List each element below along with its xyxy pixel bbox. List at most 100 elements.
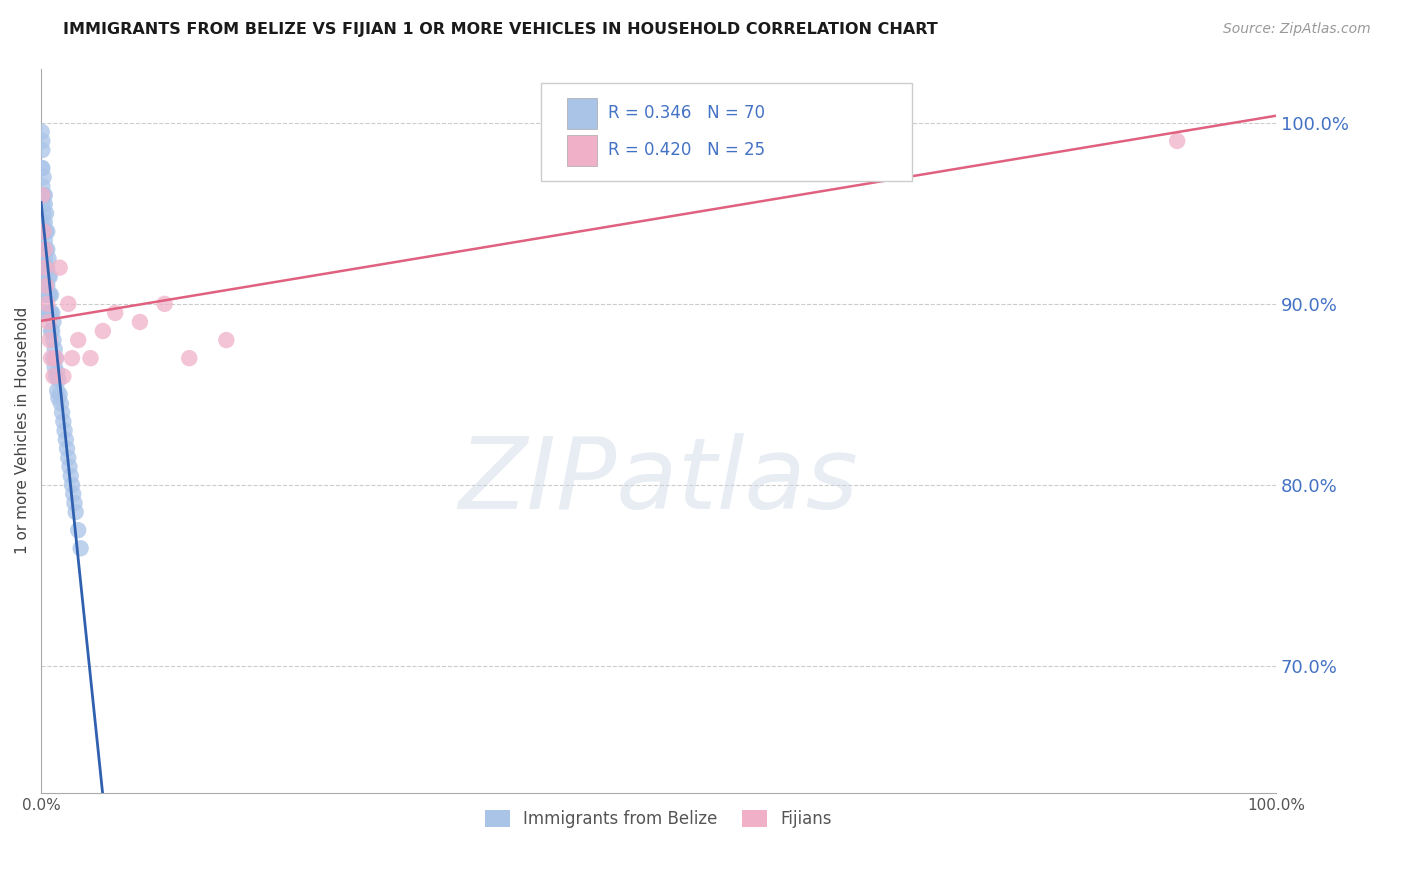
Point xyxy=(46,384,69,398)
Point xyxy=(59,468,82,483)
Point xyxy=(35,206,58,220)
Point xyxy=(35,260,58,275)
Point xyxy=(38,269,60,284)
Point xyxy=(31,188,53,202)
Point xyxy=(34,288,56,302)
Point xyxy=(79,351,101,366)
FancyBboxPatch shape xyxy=(567,136,596,166)
Point xyxy=(34,234,56,248)
Point xyxy=(34,215,56,229)
Point xyxy=(129,315,152,329)
Point xyxy=(42,333,65,347)
Point xyxy=(39,306,62,320)
Y-axis label: 1 or more Vehicles in Household: 1 or more Vehicles in Household xyxy=(15,307,30,554)
Point xyxy=(65,505,87,519)
Point xyxy=(832,134,855,148)
Point xyxy=(32,243,55,257)
Point xyxy=(63,496,86,510)
Point xyxy=(44,360,66,375)
Point xyxy=(153,297,176,311)
Point xyxy=(91,324,114,338)
Point xyxy=(52,369,75,384)
Point xyxy=(34,243,56,257)
Point xyxy=(41,306,63,320)
Point xyxy=(49,396,72,410)
Point xyxy=(38,288,60,302)
Text: R = 0.420   N = 25: R = 0.420 N = 25 xyxy=(607,141,765,160)
Point xyxy=(34,306,56,320)
Point xyxy=(32,206,55,220)
Point xyxy=(45,351,67,366)
Point xyxy=(35,278,58,293)
Point xyxy=(31,143,53,157)
Point xyxy=(38,333,60,347)
Point xyxy=(39,351,62,366)
Point xyxy=(31,125,53,139)
Point xyxy=(62,487,84,501)
Point xyxy=(37,243,59,257)
Point xyxy=(51,405,73,419)
Point xyxy=(58,459,80,474)
Point xyxy=(34,269,56,284)
Point xyxy=(39,324,62,338)
Point xyxy=(32,188,55,202)
Point xyxy=(48,373,70,387)
Point xyxy=(215,333,238,347)
Point xyxy=(58,297,80,311)
Point xyxy=(32,260,55,275)
Point xyxy=(60,478,83,492)
Point xyxy=(31,161,53,175)
Text: IMMIGRANTS FROM BELIZE VS FIJIAN 1 OR MORE VEHICLES IN HOUSEHOLD CORRELATION CHA: IMMIGRANTS FROM BELIZE VS FIJIAN 1 OR MO… xyxy=(63,22,938,37)
FancyBboxPatch shape xyxy=(541,83,911,181)
Point xyxy=(41,324,63,338)
Point xyxy=(35,278,58,293)
Point xyxy=(45,351,67,366)
Point xyxy=(31,179,53,194)
Point xyxy=(31,215,53,229)
Point xyxy=(38,269,60,284)
Point xyxy=(179,351,201,366)
Point xyxy=(37,224,59,238)
Point xyxy=(38,288,60,302)
Point xyxy=(69,541,91,556)
Point xyxy=(31,161,53,175)
Legend: Immigrants from Belize, Fijians: Immigrants from Belize, Fijians xyxy=(478,804,839,835)
Point xyxy=(42,315,65,329)
Point xyxy=(67,523,90,537)
Point xyxy=(35,224,58,238)
Point xyxy=(46,366,69,380)
FancyBboxPatch shape xyxy=(567,98,596,128)
Point xyxy=(104,306,127,320)
Point xyxy=(32,224,55,238)
Point xyxy=(34,260,56,275)
Point xyxy=(37,278,59,293)
Point xyxy=(48,387,70,401)
Point xyxy=(32,170,55,185)
Point xyxy=(58,450,80,465)
Point xyxy=(67,333,90,347)
Point xyxy=(48,391,70,405)
Point xyxy=(34,188,56,202)
Point xyxy=(42,351,65,366)
Point xyxy=(38,306,60,320)
Point xyxy=(34,252,56,266)
Point xyxy=(31,134,53,148)
Point xyxy=(45,369,67,384)
Point xyxy=(31,197,53,211)
Point xyxy=(60,351,83,366)
Point xyxy=(39,288,62,302)
Point xyxy=(56,442,79,456)
Point xyxy=(32,224,55,238)
Text: R = 0.346   N = 70: R = 0.346 N = 70 xyxy=(607,104,765,122)
Point xyxy=(55,433,77,447)
Point xyxy=(38,306,60,320)
Point xyxy=(37,260,59,275)
Point xyxy=(38,252,60,266)
Text: ZIPatlas: ZIPatlas xyxy=(458,433,859,530)
Text: Source: ZipAtlas.com: Source: ZipAtlas.com xyxy=(1223,22,1371,37)
Point xyxy=(35,243,58,257)
Point xyxy=(42,369,65,384)
Point xyxy=(44,342,66,356)
Point xyxy=(38,315,60,329)
Point xyxy=(52,415,75,429)
